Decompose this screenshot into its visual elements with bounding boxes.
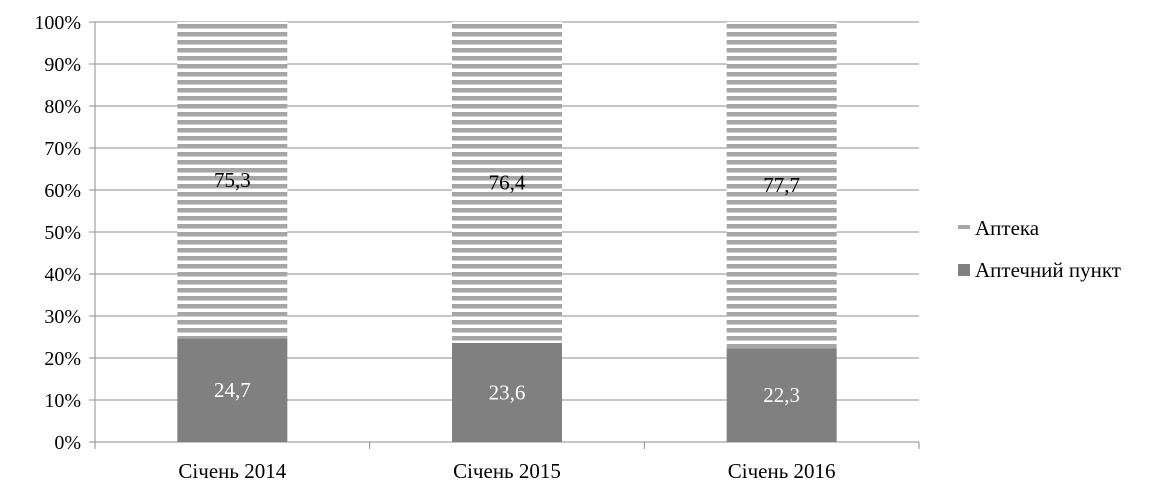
x-tick-label: Січень 2014 [178, 459, 286, 483]
bars [177, 22, 837, 442]
bar-segment-apteka [177, 22, 288, 339]
axes: 0% 10% 20% 30% 40% 50% 60% 70% 80% 90% 100% Січень … [34, 12, 920, 483]
bar-segment-aptechnyi-punkt [177, 338, 288, 442]
data-label: 75,3 [214, 168, 251, 192]
x-tick-label: Січень 2015 [453, 459, 561, 483]
y-tick-label: 90% [44, 54, 81, 76]
legend-label: Аптека [975, 216, 1040, 240]
y-tick-label: 50% [44, 222, 81, 244]
data-label: 77,7 [763, 173, 800, 197]
y-tick-label: 80% [44, 96, 81, 118]
bar-segment-aptechnyi-punkt [726, 348, 837, 442]
x-tick-label: Січень 2016 [728, 459, 836, 483]
y-tick-label: 40% [44, 264, 81, 286]
data-labels: 24,7 75,3 23,6 76,4 22,3 77,7 [214, 168, 800, 407]
data-label: 23,6 [489, 380, 526, 404]
legend-swatch-aptechnyi-punkt [958, 264, 970, 276]
y-tick-label: 0% [54, 432, 81, 454]
legend-label: Аптечний пункт [975, 258, 1121, 282]
bar-segment-apteka [726, 22, 837, 349]
data-label: 24,7 [214, 378, 251, 402]
bar-segment-aptechnyi-punkt [452, 342, 562, 442]
y-tick-label: 20% [44, 348, 81, 370]
data-label: 22,3 [763, 383, 800, 407]
legend: Аптека Аптечний пункт [958, 216, 1121, 282]
legend-swatch-apteka [958, 225, 970, 229]
y-tick-label: 100% [34, 12, 81, 34]
y-tick-label: 60% [44, 180, 81, 202]
bar-segment-apteka [452, 22, 562, 343]
y-tick-label: 10% [44, 390, 81, 412]
data-label: 76,4 [489, 170, 526, 194]
y-tick-label: 70% [44, 138, 81, 160]
y-tick-label: 30% [44, 306, 81, 328]
